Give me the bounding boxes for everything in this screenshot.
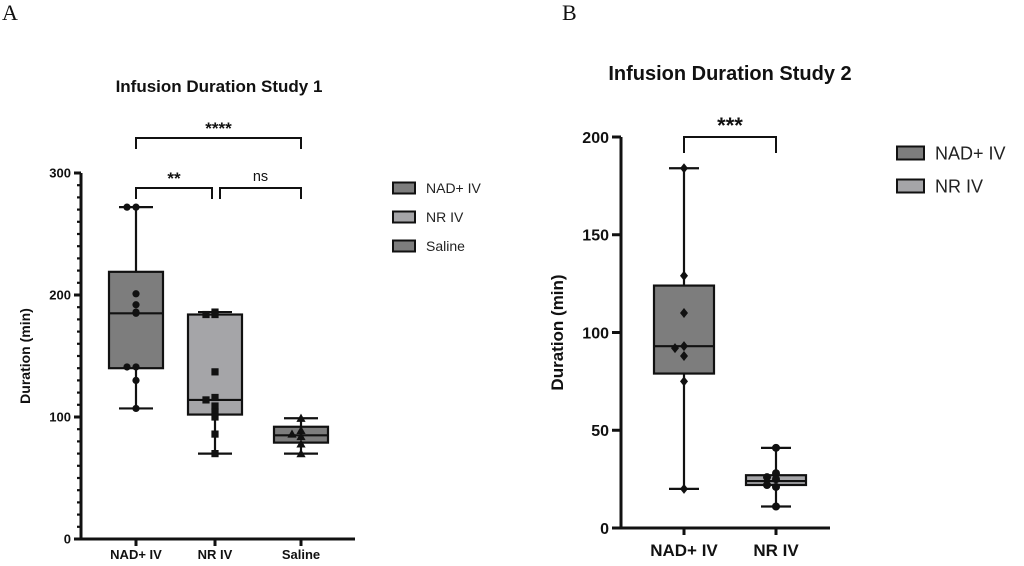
significance-bracket: ** xyxy=(135,169,213,199)
data-point xyxy=(680,163,688,174)
y-tick-label: 0 xyxy=(64,532,71,547)
data-point xyxy=(296,425,306,435)
y-tick-label: 100 xyxy=(49,410,71,425)
data-point xyxy=(772,482,780,491)
data-point xyxy=(680,307,688,318)
data-point xyxy=(123,363,131,371)
data-point xyxy=(211,413,219,421)
legend-label: Saline xyxy=(426,238,465,254)
chart-title: Infusion Duration Study 1 xyxy=(116,77,323,96)
y-tick-label: 150 xyxy=(582,228,609,245)
x-tick-label: NAD+ IV xyxy=(650,541,718,560)
data-point xyxy=(680,376,688,387)
significance-bracket: *** xyxy=(683,113,777,153)
significance-label: **** xyxy=(205,119,232,138)
data-point xyxy=(680,483,688,494)
legend-item: NAD+ IV xyxy=(392,180,482,196)
data-point xyxy=(132,290,140,298)
chart-study-2: Infusion Duration Study 2 0 50 100 150 200 Dur… xyxy=(548,63,1006,560)
box-iqr xyxy=(107,270,165,370)
x-tick-label: NR IV xyxy=(753,541,799,560)
data-point xyxy=(132,363,140,371)
data-point xyxy=(772,443,780,452)
box-nr-iv xyxy=(744,443,808,511)
legend-label: NR IV xyxy=(935,176,983,196)
data-point xyxy=(296,449,306,458)
data-point xyxy=(680,341,688,352)
y-tick-label: 300 xyxy=(49,166,71,181)
data-point xyxy=(132,404,140,413)
significance-label: ns xyxy=(253,169,268,185)
data-point xyxy=(202,310,210,319)
data-point xyxy=(132,309,140,317)
legend-swatch xyxy=(392,239,416,253)
data-point xyxy=(287,429,297,438)
data-point xyxy=(763,480,771,489)
legend-swatch xyxy=(896,178,925,194)
data-point xyxy=(296,431,306,441)
y-tick-label: 200 xyxy=(582,130,609,147)
data-point xyxy=(211,450,219,458)
data-point xyxy=(680,350,688,361)
y-tick-label: 100 xyxy=(582,325,609,342)
panel-label-a: A xyxy=(2,0,18,25)
box-nr-iv xyxy=(186,308,244,458)
legend-item: NR IV xyxy=(392,209,464,225)
significance-label: ** xyxy=(167,169,181,188)
significance-bracket: ns xyxy=(219,169,302,199)
legend-item: NR IV xyxy=(896,176,983,196)
box-saline xyxy=(272,413,330,458)
data-point xyxy=(202,396,210,404)
panel-label-b: B xyxy=(562,0,577,25)
x-tick-label: Saline xyxy=(282,547,320,562)
legend-swatch xyxy=(392,210,416,224)
y-axis-label: Duration (min) xyxy=(548,274,567,390)
data-point xyxy=(772,475,780,484)
x-tick-label: NR IV xyxy=(198,547,233,562)
significance-bracket: **** xyxy=(135,119,302,149)
data-point xyxy=(132,301,140,309)
y-axis-label: Duration (min) xyxy=(17,308,33,404)
bracket-line xyxy=(135,187,213,199)
chart-title: Infusion Duration Study 2 xyxy=(608,63,851,85)
data-point xyxy=(680,270,688,281)
significance-label: *** xyxy=(717,113,743,138)
legend-label: NR IV xyxy=(426,209,464,225)
box-nad-iv xyxy=(107,203,165,413)
data-point xyxy=(132,203,140,211)
bracket-line xyxy=(683,136,777,153)
legend-label: NAD+ IV xyxy=(935,143,1006,163)
data-point xyxy=(296,439,306,448)
data-point xyxy=(123,203,131,211)
chart-study-1: Infusion Duration Study 1 0 100 200 300 Durat… xyxy=(17,77,482,562)
data-point xyxy=(772,469,780,478)
data-point xyxy=(671,343,679,354)
y-tick-label: 200 xyxy=(49,288,71,303)
data-point xyxy=(211,402,219,410)
y-tick-label: 50 xyxy=(591,423,609,440)
data-point xyxy=(763,473,771,482)
data-point xyxy=(211,408,219,416)
bracket-line xyxy=(219,187,302,199)
legend-item: NAD+ IV xyxy=(896,143,1006,163)
legend-swatch xyxy=(392,181,416,195)
data-point xyxy=(772,502,780,511)
data-point xyxy=(211,368,219,376)
y-tick-label: 0 xyxy=(600,521,609,538)
bracket-line xyxy=(135,137,302,149)
box-nad-iv xyxy=(652,163,716,494)
legend-label: NAD+ IV xyxy=(426,180,482,196)
x-tick-label: NAD+ IV xyxy=(110,547,162,562)
data-point xyxy=(211,393,219,402)
data-point xyxy=(211,430,219,438)
data-point xyxy=(211,310,219,319)
legend-item: Saline xyxy=(392,238,465,254)
data-point xyxy=(296,413,306,422)
legend-swatch xyxy=(896,145,925,161)
data-point xyxy=(132,376,140,384)
